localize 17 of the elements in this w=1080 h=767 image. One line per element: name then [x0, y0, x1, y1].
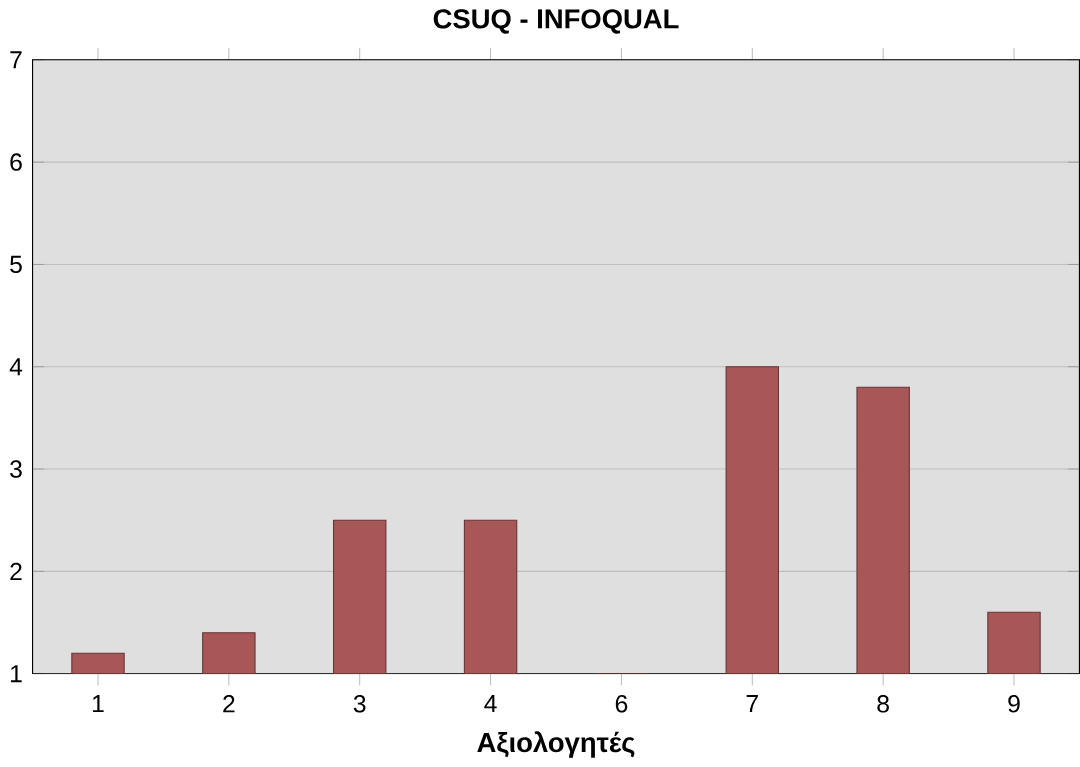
y-tick-label: 3 [10, 460, 22, 478]
x-tick-label: 8 [877, 695, 889, 713]
y-tick-label: 6 [10, 153, 22, 171]
x-tick-label: 1 [93, 695, 104, 713]
chart-title: CSUQ - INFOQUAL [433, 9, 679, 34]
x-tick-label: 9 [1008, 695, 1020, 713]
x-tick-label: 3 [353, 695, 366, 713]
y-tick-label: 1 [11, 665, 22, 683]
y-tick-label: 2 [10, 562, 22, 581]
x-tick-label: 7 [746, 695, 758, 713]
y-tick-label: 7 [10, 51, 22, 69]
y-tick-label: 5 [10, 255, 22, 274]
x-tick-label: 4 [484, 695, 497, 713]
y-tick-label: 4 [9, 358, 23, 376]
x-tick-label: 6 [615, 695, 628, 713]
x-axis-title: Αξιολογητές [477, 731, 635, 758]
x-tick-label: 2 [223, 695, 235, 713]
